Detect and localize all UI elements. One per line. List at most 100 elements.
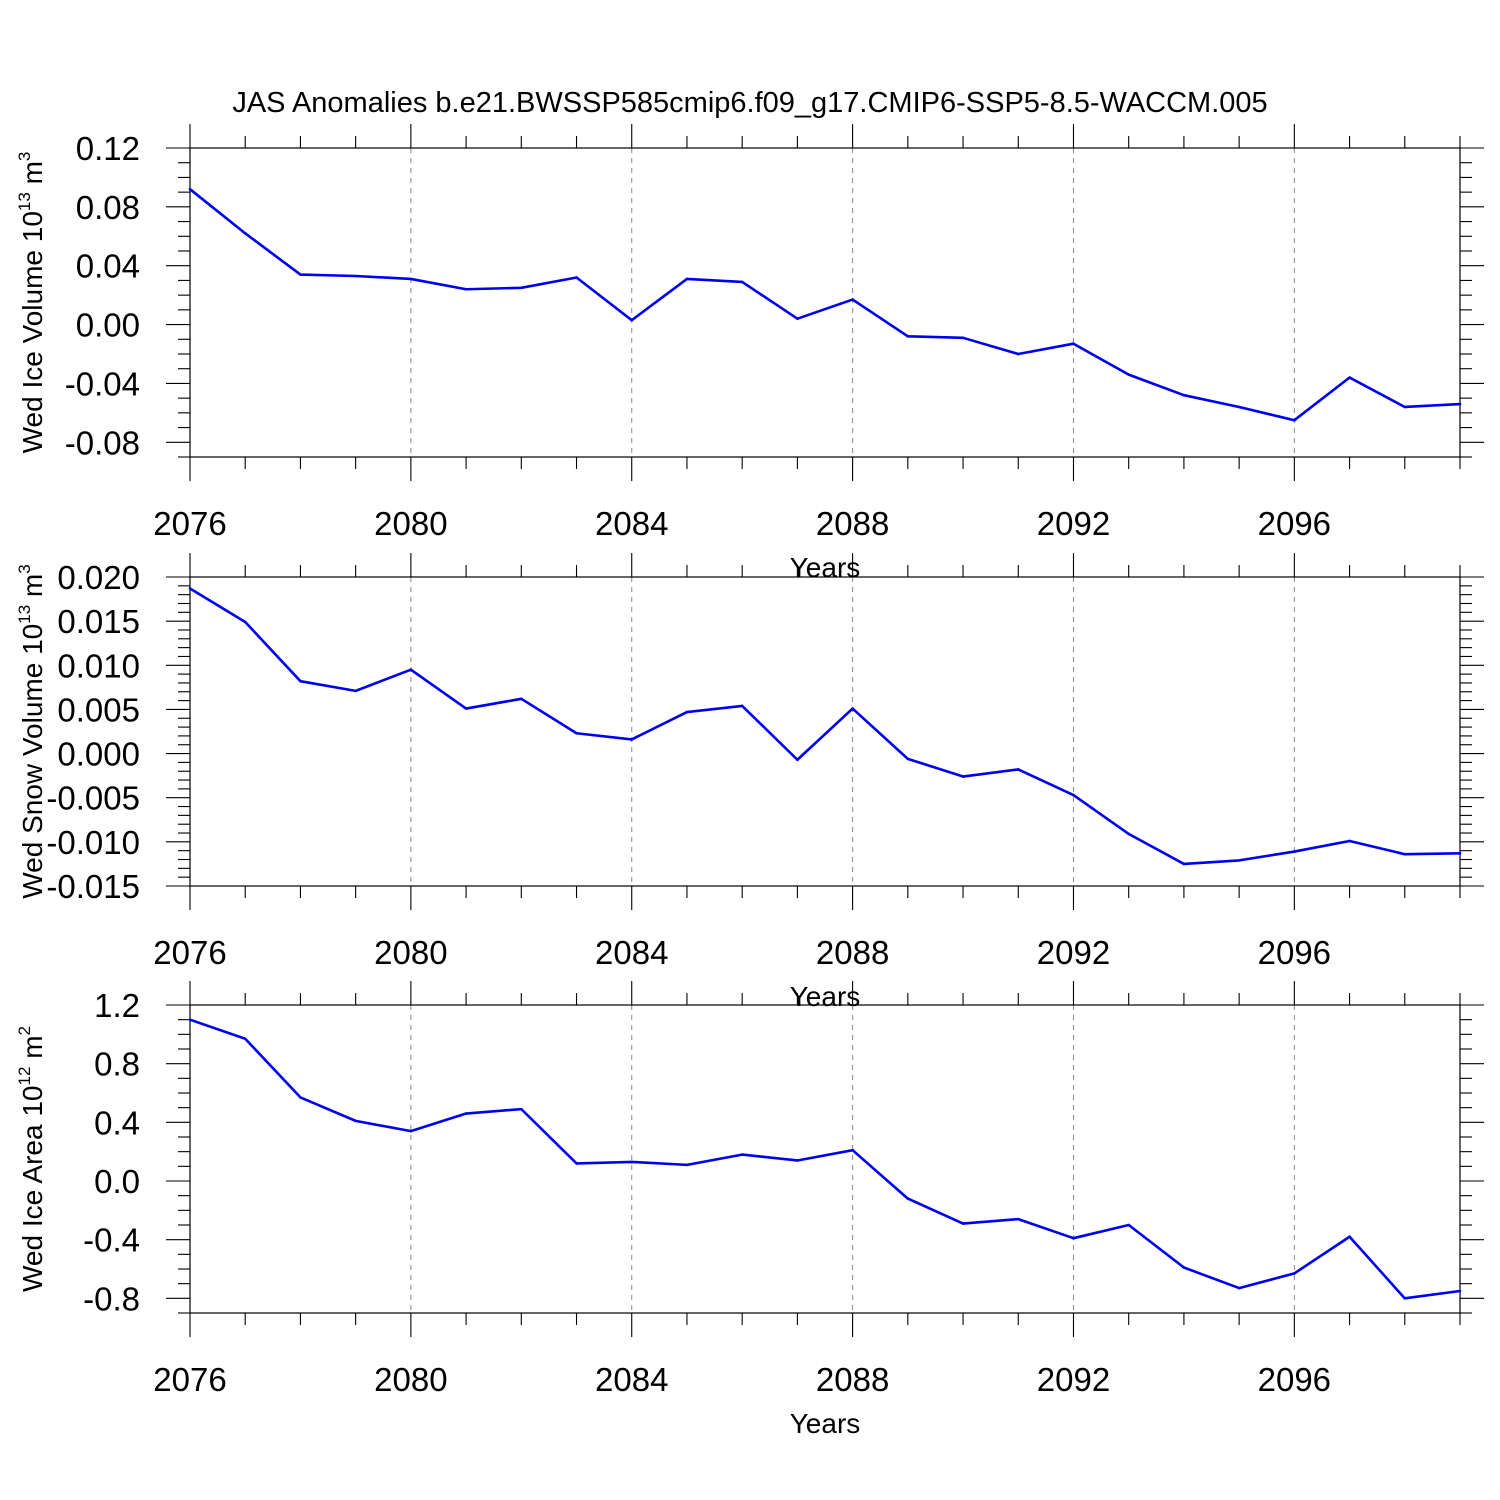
series-line: [189, 1018, 1461, 1300]
data-point: [409, 277, 413, 281]
y-tick-label: 0.005: [57, 691, 140, 728]
data-point: [1016, 1217, 1020, 1221]
x-axis-label: Years: [790, 1408, 861, 1439]
plot-frame: [189, 147, 1461, 458]
x-tick-label: 2080: [374, 505, 447, 542]
data-point: [1182, 1266, 1186, 1269]
data-point: [685, 710, 689, 714]
data-point: [1127, 373, 1130, 376]
data-point: [188, 187, 192, 191]
data-point: [851, 707, 854, 710]
data-point: [1403, 405, 1407, 409]
data-point: [464, 1112, 468, 1115]
data-point: [464, 707, 468, 710]
data-point: [1237, 1286, 1241, 1290]
data-point: [188, 587, 192, 590]
x-tick-label: 2080: [374, 934, 447, 971]
x-tick-label: 2092: [1037, 934, 1110, 971]
data-point: [299, 679, 302, 683]
data-point: [906, 757, 910, 761]
data-point: [299, 273, 302, 276]
data-point: [1348, 1235, 1351, 1239]
data-point: [740, 704, 744, 708]
panel-2: 2076 2080 2084 2088 2092 2096 0.020 0.015 0.010 0…: [15, 553, 1484, 1012]
data-point: [188, 1018, 192, 1021]
y-tick-label: 0.00: [76, 307, 140, 344]
data-point: [520, 1107, 523, 1111]
data-point: [630, 318, 634, 322]
y-tick-label: -0.08: [65, 424, 140, 461]
data-point: [1348, 839, 1351, 843]
data-point: [1016, 768, 1020, 771]
x-tick-label: 2084: [595, 934, 668, 971]
data-point: [243, 232, 247, 235]
y-tick-label: -0.010: [46, 824, 140, 861]
data-point: [1293, 1272, 1296, 1275]
panel-1: 2076 2080 2084 2088 2092 2096 0.12 0.08 0.04 0.00…: [15, 124, 1484, 583]
x-axis-label: Years: [790, 552, 861, 583]
data-point: [354, 1119, 357, 1123]
x-tick-label: 2088: [816, 1361, 889, 1398]
data-point: [1016, 352, 1020, 356]
y-axis-label: Wed Snow Volume 1013 m3: [15, 564, 48, 898]
y-tick-label: -0.04: [65, 365, 140, 402]
plot-frame: [189, 576, 1461, 887]
y-axis-label: Wed Ice Volume 1013 m3: [15, 152, 48, 454]
y-tick-label: -0.8: [83, 1280, 140, 1317]
data-point: [906, 1197, 910, 1200]
y-tick-label: 0.12: [76, 130, 140, 167]
series-line: [189, 587, 1461, 866]
y-tick-label: 0.020: [57, 559, 140, 596]
data-point: [1458, 402, 1462, 406]
y-tick-label: -0.015: [46, 868, 140, 905]
x-tick-label: 2084: [595, 505, 668, 542]
data-point: [851, 1148, 854, 1152]
panel-3: 2076 2080 2084 2088 2092 2096 1.2 0.8 0.4 0.0 -0.4…: [15, 981, 1484, 1439]
data-point: [520, 697, 523, 701]
data-point: [299, 1096, 302, 1099]
data-point: [1072, 793, 1075, 797]
x-tick-label: 2080: [374, 1361, 447, 1398]
data-point: [906, 335, 910, 338]
data-point: [630, 1160, 634, 1164]
data-point: [1127, 1223, 1130, 1227]
y-tick-label: 0.4: [94, 1104, 140, 1141]
data-point: [685, 1163, 689, 1167]
y-tick-label: -0.005: [46, 780, 140, 817]
data-point: [796, 1159, 799, 1162]
x-tick-label: 2084: [595, 1361, 668, 1398]
data-point: [464, 287, 468, 291]
data-point: [1403, 1297, 1407, 1300]
data-point: [520, 286, 523, 290]
y-tick-label: 0.010: [57, 647, 140, 684]
data-point: [851, 298, 854, 301]
x-tick-label: 2088: [816, 505, 889, 542]
data-point: [1072, 342, 1075, 346]
data-point: [1182, 393, 1186, 397]
data-point: [409, 668, 413, 671]
data-point: [1237, 859, 1241, 862]
data-point: [1072, 1236, 1075, 1240]
data-point: [630, 738, 634, 741]
x-axis-label: Years: [790, 981, 861, 1012]
x-tick-label: 2088: [816, 934, 889, 971]
data-point: [685, 277, 689, 281]
series-line: [189, 188, 1461, 422]
data-point: [575, 1162, 578, 1165]
data-point: [1182, 862, 1186, 866]
x-tick-label: 2076: [153, 505, 226, 542]
data-point: [575, 731, 578, 735]
data-point: [1237, 405, 1241, 409]
figure-title: JAS Anomalies b.e21.BWSSP585cmip6.f09_g1…: [232, 87, 1267, 119]
y-tick-label: 0.04: [76, 248, 140, 285]
x-tick-label: 2076: [153, 934, 226, 971]
data-point: [1458, 1289, 1462, 1293]
x-tick-label: 2096: [1258, 1361, 1331, 1398]
x-tick-label: 2096: [1258, 505, 1331, 542]
data-point: [1403, 852, 1407, 856]
data-point: [243, 620, 247, 624]
data-point: [961, 1222, 965, 1225]
data-point: [1348, 376, 1351, 379]
x-tick-label: 2092: [1037, 1361, 1110, 1398]
